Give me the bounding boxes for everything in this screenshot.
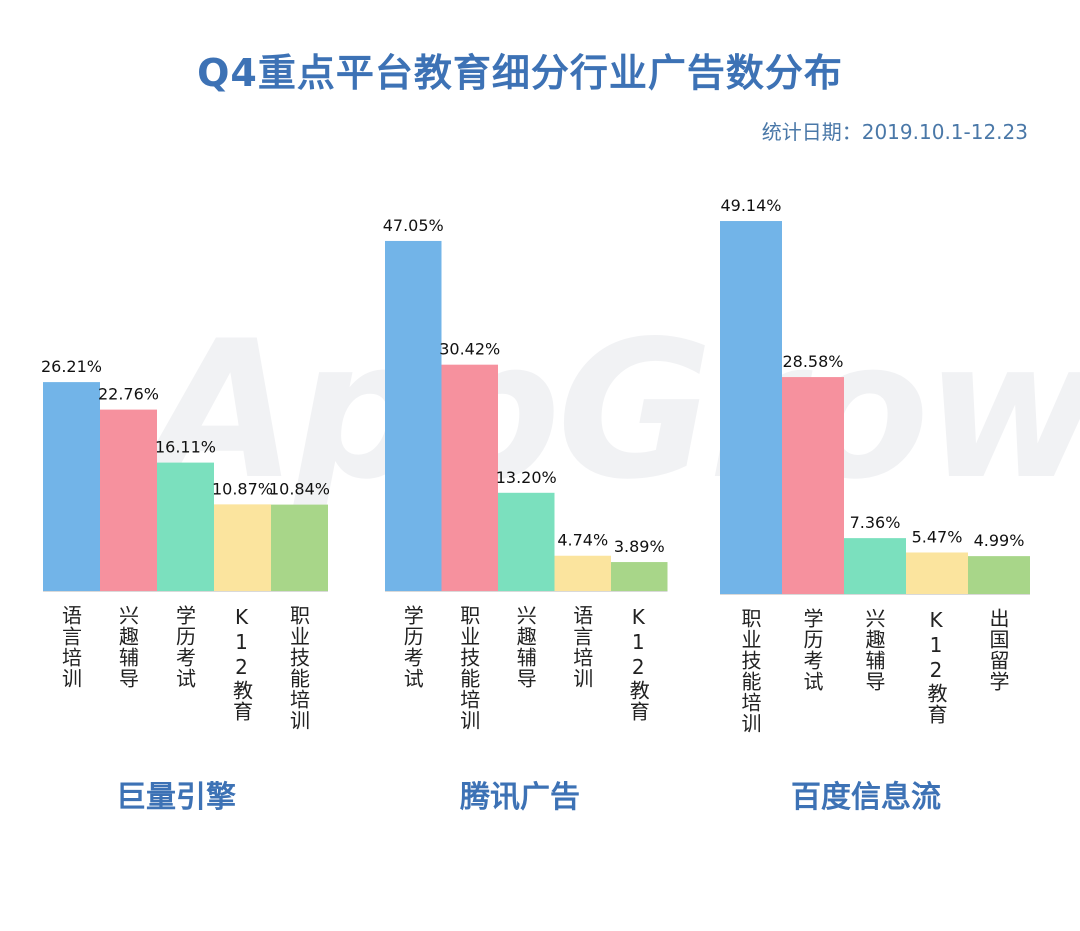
data-label: 10.84% bbox=[269, 480, 330, 499]
bar bbox=[100, 409, 157, 591]
bar bbox=[906, 552, 968, 594]
platform-label: 百度信息流 bbox=[791, 780, 941, 815]
platform-label: 巨量引擎 bbox=[116, 780, 236, 815]
bar bbox=[554, 555, 611, 591]
platform-label: 腾讯广告 bbox=[460, 780, 580, 815]
bar-group-1: 26.21% 22.76% 16.11% 10.87%10.84% bbox=[41, 357, 330, 592]
bar-group-2: 47.05% 30.42% 13.20% 4.74% 3.89% bbox=[383, 216, 668, 592]
data-label: 3.89% bbox=[614, 537, 665, 556]
data-label: 13.20% bbox=[496, 468, 557, 487]
category-label: 学历考试 bbox=[172, 605, 197, 689]
bar bbox=[611, 562, 668, 591]
bar bbox=[157, 462, 214, 591]
bar bbox=[968, 556, 1030, 594]
data-label: 10.87% bbox=[212, 479, 273, 498]
category-label: 出国留学 bbox=[986, 608, 1010, 692]
category-label: 语言培训 bbox=[58, 605, 83, 689]
category-label: 兴趣辅导 bbox=[513, 605, 538, 689]
bar bbox=[720, 221, 782, 594]
chart-subtitle: 统计日期：2019.10.1-12.23 bbox=[761, 120, 1028, 144]
bar bbox=[844, 538, 906, 594]
bar bbox=[782, 377, 844, 594]
data-label: 22.76% bbox=[98, 385, 159, 404]
bar-group-3: 49.14% 28.58% 7.36% 5.47% 4.99% bbox=[720, 196, 1030, 595]
category-label: K12教育 bbox=[626, 605, 651, 722]
data-label: 7.36% bbox=[850, 513, 901, 532]
data-label: 26.21% bbox=[41, 357, 102, 376]
data-label: 28.58% bbox=[782, 352, 843, 371]
category-label: 职业技能培训 bbox=[286, 605, 311, 731]
bar bbox=[214, 504, 271, 591]
bar bbox=[385, 240, 442, 591]
category-label: K12教育 bbox=[924, 608, 948, 725]
data-label: 4.74% bbox=[557, 531, 608, 550]
data-label: 16.11% bbox=[155, 438, 216, 457]
bar bbox=[498, 492, 555, 591]
data-label: 5.47% bbox=[912, 527, 963, 546]
bar bbox=[441, 364, 498, 591]
category-label: K12教育 bbox=[229, 605, 254, 722]
data-label: 49.14% bbox=[720, 196, 781, 215]
bar bbox=[271, 504, 328, 591]
data-label: 4.99% bbox=[974, 531, 1025, 550]
category-label: 语言培训 bbox=[569, 605, 594, 689]
data-label: 30.42% bbox=[439, 340, 500, 359]
chart-title: Q4重点平台教育细分行业广告数分布 bbox=[197, 51, 843, 95]
category-label: 学历考试 bbox=[800, 608, 824, 692]
bar bbox=[43, 382, 100, 591]
category-label: 兴趣辅导 bbox=[862, 608, 886, 692]
category-label: 职业技能培训 bbox=[738, 608, 762, 734]
category-label: 兴趣辅导 bbox=[115, 605, 140, 689]
category-label: 职业技能培训 bbox=[456, 605, 481, 731]
data-label: 47.05% bbox=[383, 216, 444, 235]
category-label: 学历考试 bbox=[400, 605, 425, 689]
